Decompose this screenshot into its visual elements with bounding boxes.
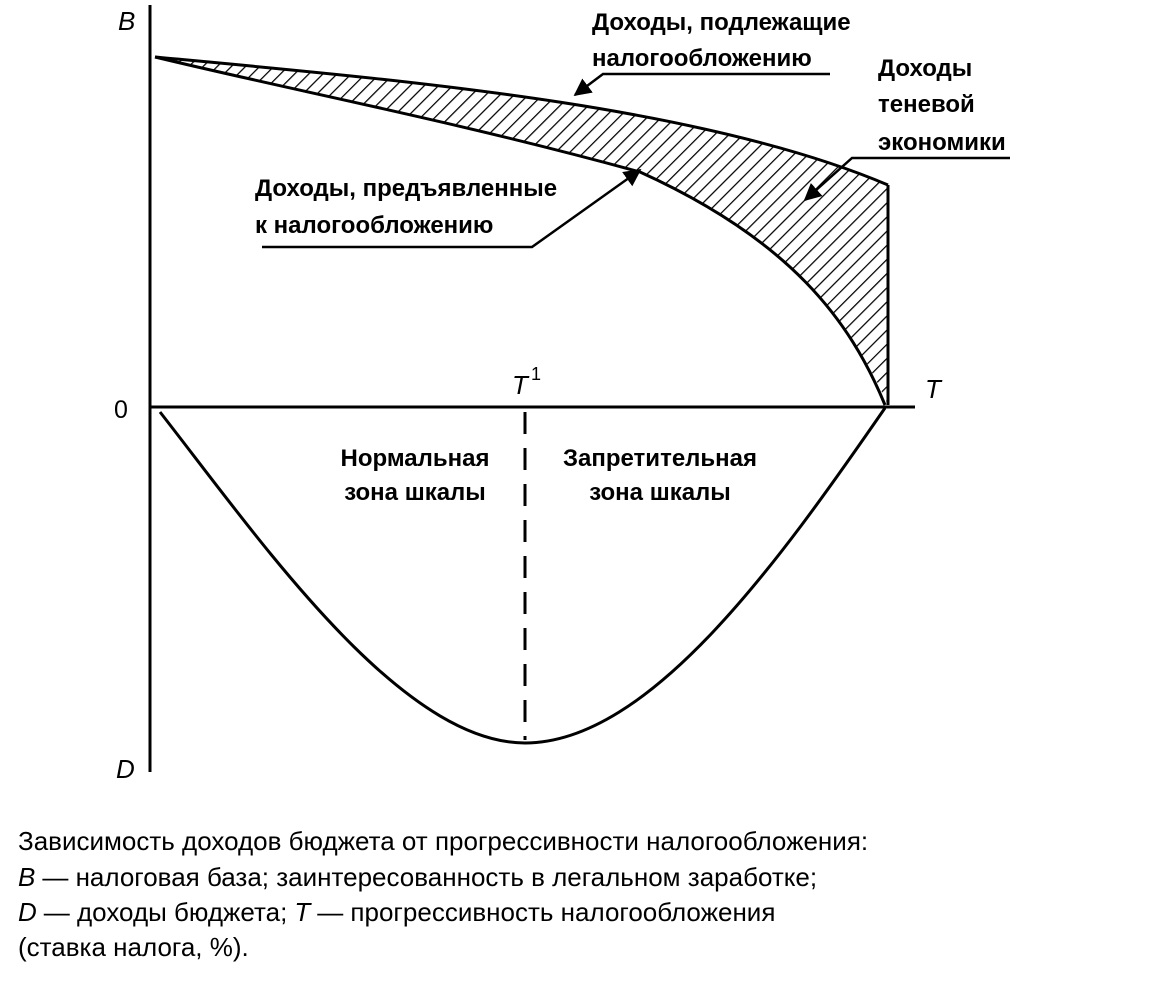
caption-line: (ставка налога, %).: [18, 932, 249, 962]
annotation: Доходы: [878, 55, 972, 82]
zone-label: Запретительная: [563, 445, 757, 472]
caption-text: (ставка налога, %).: [18, 932, 249, 962]
axis-label: B: [118, 6, 135, 36]
annotation: Доходы, предъявленные: [255, 175, 557, 202]
axis-label: T: [925, 374, 943, 404]
caption-text: — налоговая база; заинтересованность в л…: [42, 862, 817, 892]
annotation: Доходы, подлежащие: [592, 9, 851, 36]
taxable-curve: [154, 55, 889, 187]
caption-symbol: B: [18, 862, 35, 892]
caption-line: Зависимость доходов бюджета от прогресси…: [18, 826, 868, 856]
caption-text: — доходы бюджета;: [44, 897, 288, 927]
axis-label: 1: [531, 364, 541, 384]
leader: [803, 156, 1010, 202]
caption-line: B — налоговая база; заинтересованность в …: [18, 862, 817, 892]
leader: [262, 168, 642, 249]
caption-symbol: T: [294, 897, 312, 927]
leader: [573, 72, 830, 97]
zone-label: зона шкалы: [344, 479, 486, 506]
caption-symbol: D: [18, 897, 37, 927]
caption-text: Зависимость доходов бюджета от прогресси…: [18, 826, 868, 856]
budget-curve: [158, 407, 887, 745]
caption-line: D — доходы бюджета; T — прогрессивность нал…: [18, 897, 775, 927]
axis-label: D: [116, 754, 135, 784]
axis-label: 0: [114, 396, 128, 424]
annotation: налогообложению: [592, 45, 812, 72]
zone-label: Нормальная: [341, 445, 490, 472]
shadow-region: [155, 57, 888, 405]
caption-text: — прогрессивность налогообложения: [317, 897, 775, 927]
annotation: экономики: [878, 129, 1006, 156]
annotation: теневой: [878, 91, 975, 118]
declared-curve: [154, 55, 887, 406]
axis-label: T: [512, 370, 530, 400]
zone-label: зона шкалы: [589, 479, 731, 506]
annotation: к налогообложению: [255, 212, 493, 239]
